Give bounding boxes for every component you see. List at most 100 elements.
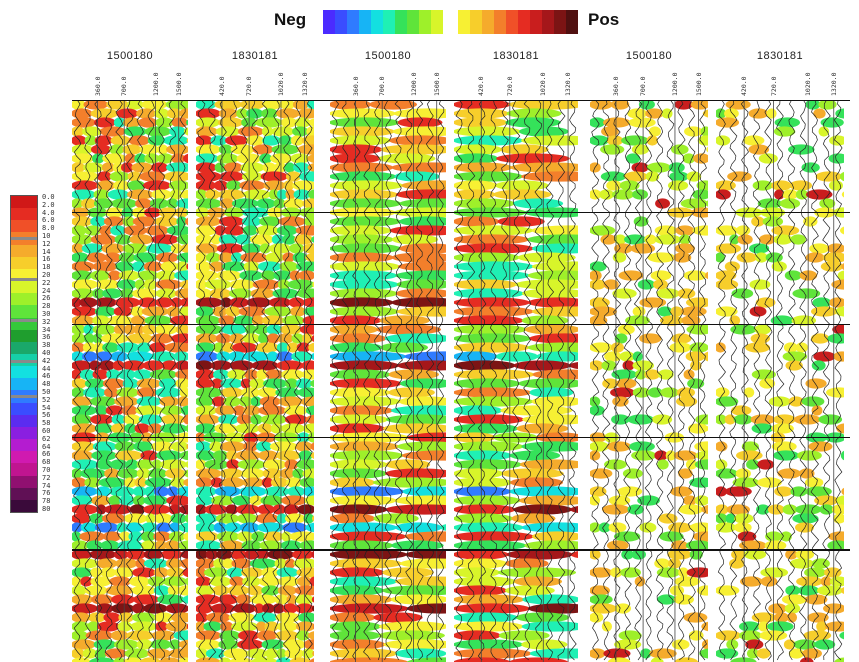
amplitude-blob [306,100,314,110]
amplitude-blob [312,623,314,630]
amplitude-blob [196,117,220,128]
amplitude-blob [272,504,286,515]
amplitude-blob [624,234,647,245]
amplitude-blob [72,171,99,182]
amplitude-blob [687,423,708,434]
amplitude-blob [110,351,128,362]
amplitude-blob [237,459,266,470]
amplitude-blob [669,585,685,596]
amplitude-blob [239,180,266,191]
amplitude-blob [750,333,770,344]
amplitude-blob [590,441,609,452]
amplitude-blob [153,531,171,542]
colorbar [10,195,38,513]
amplitude-blob [602,117,631,128]
amplitude-blob [828,180,843,191]
amplitude-blob [382,585,446,596]
amplitude-blob [143,360,164,371]
amplitude-blob [330,306,400,317]
amplitude-blob [155,279,182,290]
amplitude-blob [236,504,260,515]
amplitude-blob [302,198,314,209]
amplitude-blob [649,648,677,659]
wiggle-trace [404,100,414,661]
amplitude-blob [330,252,394,263]
amplitude-blob [815,171,842,182]
amplitude-blob [214,423,238,434]
amplitude-blob [330,279,399,290]
amplitude-blob [246,108,264,119]
colorbar-tick-label: 50 [42,388,51,396]
amplitude-blob [170,477,186,488]
amplitude-blob [72,252,89,263]
amplitude-blob [716,396,739,407]
amplitude-blob [813,108,826,119]
amplitude-blob [768,603,787,614]
amplitude-blob [126,333,154,344]
amplitude-blob [829,297,844,308]
amplitude-blob [779,198,801,209]
colorbar-tick-label: 44 [42,364,51,373]
amplitude-blob [243,261,260,272]
amplitude-blob [90,216,106,227]
amplitude-blob [590,315,608,326]
amplitude-blob [590,360,604,371]
amplitude-blob [235,450,261,461]
amplitude-blob [293,189,311,200]
amplitude-blob [171,153,186,164]
amplitude-blob [122,216,135,227]
amplitude-blob [836,495,844,506]
amplitude-blob [213,522,227,533]
amplitude-blob [216,153,239,164]
amplitude-blob [781,594,807,605]
amplitude-blob [164,342,188,353]
amplitude-blob [186,263,188,270]
amplitude-blob [454,387,532,398]
amplitude-blob [242,225,258,236]
colorbar-segment [11,329,37,343]
amplitude-blob [378,621,446,632]
amplitude-blob [724,486,752,497]
amplitude-blob [716,468,738,479]
amplitude-blob [647,252,676,263]
pos-swatch [482,10,494,34]
amplitude-blob [209,576,232,587]
amplitude-blob [396,279,446,290]
amplitude-blob [122,144,142,155]
amplitude-blob [735,450,763,461]
amplitude-blob [690,360,702,371]
amplitude-blob [250,657,278,662]
amplitude-blob [146,243,173,254]
amplitude-blob [196,180,216,191]
amplitude-blob [186,119,188,126]
amplitude-blob [223,396,241,407]
amplitude-blob [205,549,218,560]
amplitude-blob [693,153,708,164]
amplitude-blob [726,639,739,650]
wiggle-trace [740,100,750,661]
amplitude-blob [72,594,94,605]
wiggle-trace [729,100,738,661]
amplitude-blob [151,441,174,452]
amplitude-blob [235,594,252,605]
amplitude-blob [267,351,279,362]
amplitude-blob [179,279,188,290]
colorbar-tick-label: 40 [42,349,51,357]
amplitude-blob [180,405,188,416]
amplitude-blob [785,585,801,596]
amplitude-blob [683,495,697,506]
amplitude-blob [694,495,708,506]
amplitude-blob [330,558,403,569]
panel-tick-label: 1200.0 [409,72,418,96]
amplitude-blob [186,138,188,143]
amplitude-blob [500,405,573,416]
amplitude-blob [229,657,253,662]
wiggle-trace [489,100,498,661]
amplitude-blob [330,216,402,227]
amplitude-blob [250,288,275,299]
amplitude-blob [130,306,144,317]
amplitude-blob [528,603,578,614]
amplitude-blob [650,657,664,662]
amplitude-blob [103,216,125,227]
amplitude-blob [751,216,765,227]
